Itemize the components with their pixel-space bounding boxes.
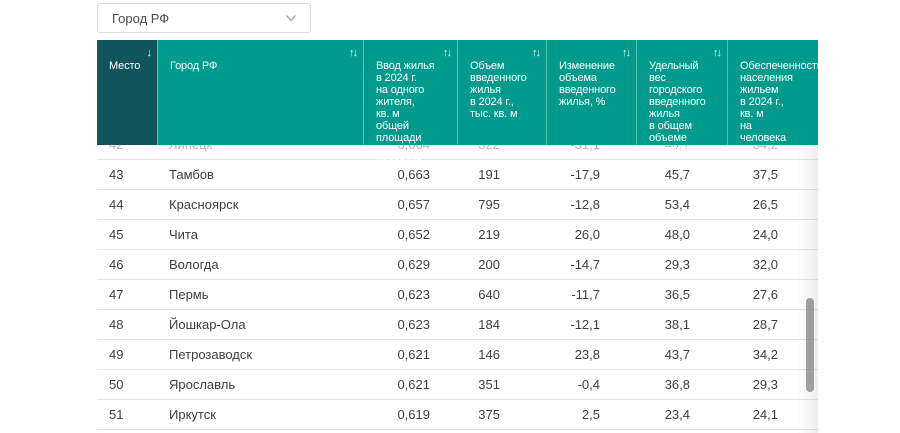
cell-city: Йошкар-Ола xyxy=(169,317,246,332)
cell-input-per-capita: 0,621 xyxy=(397,377,430,392)
cell-input-per-capita: 0,619 xyxy=(397,407,430,422)
cell-change: -12,8 xyxy=(570,197,600,212)
cell-share: 43,7 xyxy=(664,347,690,362)
table-row: 47 Пермь 0,623 640 -11,7 36,5 27,6 xyxy=(97,280,818,310)
sort-both-icon: ↑↓ xyxy=(713,47,722,59)
sort-both-icon: ↑↓ xyxy=(349,47,358,59)
table-row: 45 Чита 0,652 219 26,0 48,0 24,0 xyxy=(97,220,818,250)
cell-volume: 184 xyxy=(478,317,500,332)
cell-place: 49 xyxy=(109,347,124,362)
cell-share: 36,8 xyxy=(664,377,690,392)
cell-provision: 37,5 xyxy=(752,167,778,182)
cell-provision: 24,1 xyxy=(752,407,778,422)
cell-place: 47 xyxy=(109,287,124,302)
cities-rating-table: Место ↓ Город РФ ↑↓ Ввод жилья в 2024 г.… xyxy=(97,40,818,433)
sort-both-icon: ↑↓ xyxy=(532,47,541,59)
column-header-input-per-capita[interactable]: Ввод жилья в 2024 г. на одного жителя, к… xyxy=(363,40,457,168)
table-row: 46 Вологда 0,629 200 -14,7 29,3 32,0 xyxy=(97,250,818,280)
city-filter-value: Город РФ xyxy=(112,10,170,26)
table-row: 44 Красноярск 0,657 795 -12,8 53,4 26,5 xyxy=(97,190,818,220)
sort-both-icon: ↑↓ xyxy=(622,47,631,59)
table-row: 49 Петрозаводск 0,621 146 23,8 43,7 34,2 xyxy=(97,340,818,370)
cell-volume: 191 xyxy=(478,167,500,182)
cell-provision: 28,7 xyxy=(752,317,778,332)
cell-change: 2,5 xyxy=(581,407,600,422)
cell-place: 50 xyxy=(109,377,124,392)
cell-share: 45,7 xyxy=(664,167,690,182)
column-header-place[interactable]: Место ↓ xyxy=(97,40,157,145)
column-header-share[interactable]: Удельный вес городского введенного жилья… xyxy=(636,40,727,156)
cell-volume: 351 xyxy=(478,377,500,392)
cell-provision: 24,0 xyxy=(752,227,778,242)
cell-city: Вологда xyxy=(169,257,219,272)
cell-volume: 200 xyxy=(478,257,500,272)
cell-share: 48,0 xyxy=(664,227,690,242)
cell-volume: 640 xyxy=(478,287,500,302)
column-header-input-per-capita-label: Ввод жилья в 2024 г. на одного жителя, к… xyxy=(376,60,435,168)
cell-input-per-capita: 0,623 xyxy=(397,287,430,302)
cell-place: 48 xyxy=(109,317,124,332)
cell-change: 23,8 xyxy=(574,347,600,362)
cell-input-per-capita: 0,657 xyxy=(397,197,430,212)
cell-input-per-capita: 0,652 xyxy=(397,227,430,242)
cell-place: 45 xyxy=(109,227,124,242)
cell-change: -12,1 xyxy=(570,317,600,332)
table-row: 48 Йошкар-Ола 0,623 184 -12,1 38,1 28,7 xyxy=(97,310,818,340)
cell-volume: 219 xyxy=(478,227,500,242)
cell-place: 44 xyxy=(109,197,124,212)
column-header-volume[interactable]: Объем введенного жилья в 2024 г., тыс. к… xyxy=(457,40,546,145)
cell-provision: 32,0 xyxy=(752,257,778,272)
column-header-city-label: Город РФ xyxy=(170,60,218,72)
cell-city: Тамбов xyxy=(169,167,214,182)
cell-city: Чита xyxy=(169,227,198,242)
cell-share: 53,4 xyxy=(664,197,690,212)
column-header-volume-label: Объем введенного жилья в 2024 г., тыс. к… xyxy=(470,60,527,120)
cell-city: Пермь xyxy=(169,287,209,302)
table-row: 50 Ярославль 0,621 351 -0,4 36,8 29,3 xyxy=(97,370,818,400)
cell-place: 46 xyxy=(109,257,124,272)
sort-desc-icon: ↓ xyxy=(146,47,152,59)
cell-share: 36,5 xyxy=(664,287,690,302)
cell-provision: 34,2 xyxy=(752,347,778,362)
vertical-scrollbar-thumb[interactable] xyxy=(806,298,814,392)
column-header-city[interactable]: Город РФ ↑↓ xyxy=(157,40,363,145)
cell-input-per-capita: 0,663 xyxy=(397,167,430,182)
cell-place: 43 xyxy=(109,167,124,182)
chevron-down-icon xyxy=(286,15,296,22)
cell-volume: 146 xyxy=(478,347,500,362)
cell-input-per-capita: 0,621 xyxy=(397,347,430,362)
table-header-row: Место ↓ Город РФ ↑↓ Ввод жилья в 2024 г.… xyxy=(97,40,818,168)
cell-city: Иркутск xyxy=(169,407,216,422)
cell-provision: 27,6 xyxy=(752,287,778,302)
cell-city: Ярославль xyxy=(169,377,236,392)
cell-place: 51 xyxy=(109,407,124,422)
cell-provision: 29,3 xyxy=(752,377,778,392)
column-header-share-label: Удельный вес городского введенного жилья… xyxy=(649,60,706,156)
cell-change: 26,0 xyxy=(574,227,600,242)
cell-change: -14,7 xyxy=(570,257,600,272)
cell-change: -0,4 xyxy=(577,377,600,392)
column-header-provision-label: Обеспеченность населения жильем в 2024 г… xyxy=(740,60,818,144)
column-header-change-label: Изменение объема введенного жилья, % xyxy=(559,60,616,108)
cell-change: -17,9 xyxy=(570,167,600,182)
sort-both-icon: ↑↓ xyxy=(443,47,452,59)
cell-input-per-capita: 0,629 xyxy=(397,257,430,272)
cell-share: 38,1 xyxy=(664,317,690,332)
cell-input-per-capita: 0,623 xyxy=(397,317,430,332)
table-row: 51 Иркутск 0,619 375 2,5 23,4 24,1 xyxy=(97,400,818,430)
cell-volume: 795 xyxy=(478,197,500,212)
table-body: 42 Липецк 0,664 322 -31,1 46,7 34,2 43 Т… xyxy=(97,130,818,430)
column-header-provision[interactable]: Обеспеченность населения жильем в 2024 г… xyxy=(727,40,818,145)
city-filter-dropdown[interactable]: Город РФ xyxy=(97,3,311,33)
cell-city: Петрозаводск xyxy=(169,347,253,362)
cell-city: Красноярск xyxy=(169,197,239,212)
cell-share: 29,3 xyxy=(664,257,690,272)
cell-share: 23,4 xyxy=(664,407,690,422)
table-row: 43 Тамбов 0,663 191 -17,9 45,7 37,5 xyxy=(97,160,818,190)
cell-change: -11,7 xyxy=(571,287,600,302)
column-header-change[interactable]: Изменение объема введенного жилья, % ↑↓ xyxy=(546,40,636,145)
cell-provision: 26,5 xyxy=(752,197,778,212)
cell-volume: 375 xyxy=(478,407,500,422)
column-header-place-label: Место xyxy=(109,60,141,72)
